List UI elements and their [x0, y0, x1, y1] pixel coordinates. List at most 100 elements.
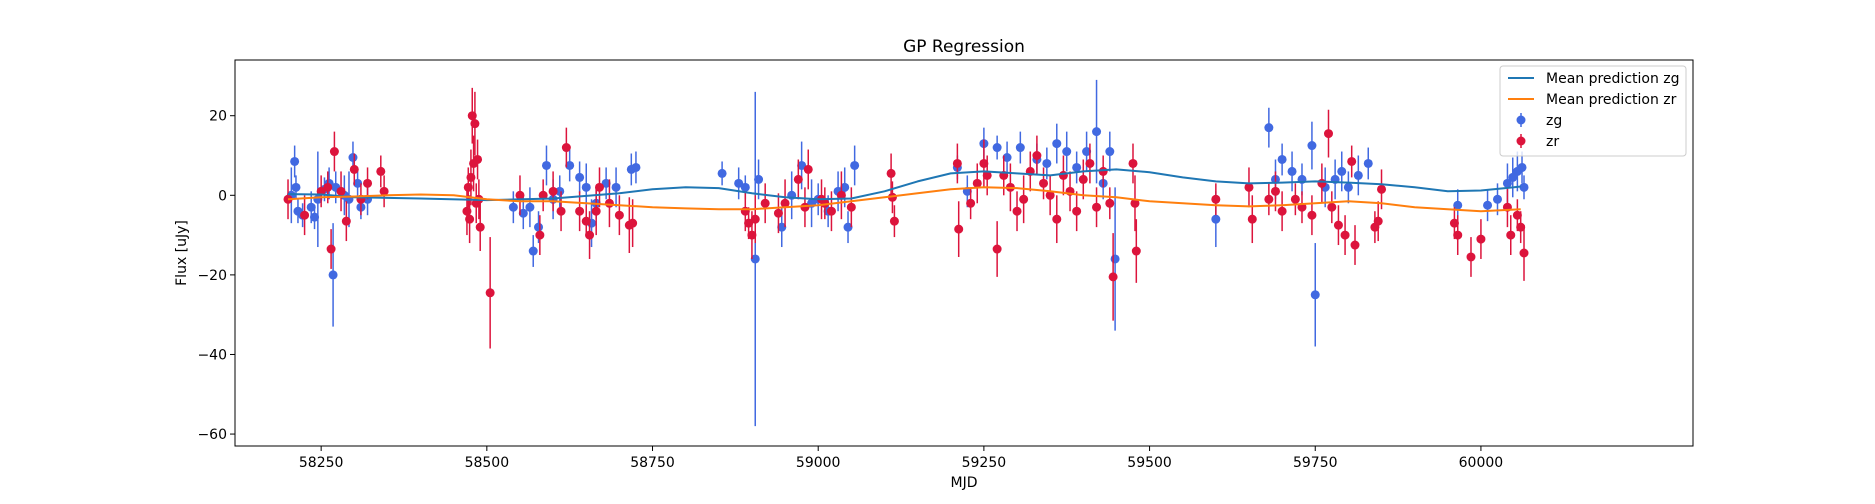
data-point-zg: [1105, 147, 1115, 157]
data-point-zr: [1519, 248, 1529, 258]
data-point-zg: [1502, 178, 1512, 188]
data-point-zr: [954, 224, 964, 234]
data-point-zr: [326, 244, 336, 254]
legend-label-zg: zg: [1546, 113, 1562, 129]
data-point-zr: [1085, 158, 1095, 168]
data-point-zr: [1506, 230, 1516, 240]
data-point-zg: [1343, 182, 1353, 192]
data-point-zr: [1333, 220, 1343, 230]
data-point-zr: [379, 186, 389, 196]
data-point-zr: [780, 198, 790, 208]
ticks-layer: 58250 58500 58750 59000 59250 59500 59750 60000…: [197, 109, 1503, 471]
data-point-zg: [850, 160, 860, 170]
data-point-zr: [465, 214, 475, 224]
data-point-zr: [614, 210, 624, 220]
data-point-zr: [535, 230, 545, 240]
data-point-zr: [800, 202, 810, 212]
data-point-zg: [525, 202, 535, 212]
data-point-zr: [1211, 194, 1221, 204]
mean-prediction-zr-line: [287, 186, 1521, 213]
data-point-zr: [750, 214, 760, 224]
data-point-zg: [840, 182, 850, 192]
data-point-zr: [538, 190, 548, 200]
data-point-zr: [1277, 206, 1287, 216]
data-point-zr: [1270, 186, 1280, 196]
data-point-zr: [1108, 272, 1118, 282]
data-point-zr: [836, 190, 846, 200]
data-point-zr: [846, 202, 856, 212]
data-point-zr: [952, 158, 962, 168]
data-point-zr: [1264, 194, 1274, 204]
data-point-zr: [1327, 202, 1337, 212]
data-point-zg: [1211, 214, 1221, 224]
x-tick-label: 60000: [1459, 455, 1504, 471]
data-point-zg: [1519, 182, 1529, 192]
data-point-zr: [1244, 182, 1254, 192]
data-point-zr: [376, 166, 386, 176]
data-point-zr: [1350, 240, 1360, 250]
prediction-lines: [287, 168, 1521, 213]
legend-label-zg-line: Mean prediction zg: [1546, 71, 1680, 87]
data-point-zr: [1072, 206, 1082, 216]
data-point-zr: [341, 216, 351, 226]
data-point-zr: [556, 206, 566, 216]
data-point-zr: [803, 164, 813, 174]
data-point-zr: [1105, 198, 1115, 208]
data-point-zr: [1058, 170, 1068, 180]
data-point-zg: [291, 182, 301, 192]
data-point-zr: [972, 178, 982, 188]
data-point-zr: [581, 216, 591, 226]
x-tick-label: 59500: [1127, 455, 1172, 471]
data-point-zg: [1264, 123, 1274, 133]
data-point-zg: [1287, 166, 1297, 176]
x-tick-label: 58500: [465, 455, 510, 471]
data-point-zr: [1052, 214, 1062, 224]
x-axis-label: MJD: [951, 475, 978, 491]
data-point-zr: [561, 143, 571, 153]
data-point-zr: [591, 206, 601, 216]
data-point-zr: [1130, 198, 1140, 208]
data-point-zg: [1492, 194, 1502, 204]
series-zr: [283, 87, 1529, 349]
data-point-zr: [485, 288, 495, 298]
data-point-zg: [1002, 152, 1012, 162]
x-tick-label: 59000: [796, 455, 841, 471]
y-tick-label: 0: [218, 188, 227, 204]
data-point-zr: [747, 230, 757, 240]
data-point-zr: [1340, 230, 1350, 240]
data-point-zr: [1516, 222, 1526, 232]
data-point-zr: [979, 158, 989, 168]
data-point-zr: [982, 170, 992, 180]
data-point-zr: [1131, 246, 1141, 256]
observations-layer: [283, 79, 1529, 427]
data-point-zg: [601, 178, 611, 188]
data-point-zg: [348, 152, 358, 162]
data-point-zg: [1042, 158, 1052, 168]
data-point-zg: [306, 202, 316, 212]
data-point-zr: [1078, 174, 1088, 184]
legend-label-zr: zr: [1546, 134, 1559, 150]
mean-prediction-zg-line: [287, 168, 1521, 202]
data-point-zr: [1128, 158, 1138, 168]
data-point-zg: [717, 168, 727, 178]
data-point-zg: [992, 143, 1002, 153]
legend-swatch-zg-marker: [1516, 115, 1526, 125]
data-point-zg: [1453, 200, 1463, 210]
data-point-zr: [889, 216, 899, 226]
data-point-zg: [534, 222, 544, 232]
data-point-zr: [1098, 166, 1108, 176]
data-point-zg: [1092, 127, 1102, 137]
y-tick-label: −40: [197, 347, 227, 363]
y-tick-label: 20: [209, 109, 227, 125]
data-point-zr: [1092, 202, 1102, 212]
data-point-zg: [1277, 154, 1287, 164]
data-point-zr: [1032, 151, 1042, 161]
data-point-zg: [740, 182, 750, 192]
x-tick-label: 59750: [1293, 455, 1338, 471]
data-point-zg: [1307, 141, 1317, 151]
data-point-zg: [1110, 254, 1120, 264]
legend-label-zr-line: Mean prediction zr: [1546, 92, 1677, 108]
data-point-zg: [611, 182, 621, 192]
data-point-zg: [1483, 200, 1493, 210]
